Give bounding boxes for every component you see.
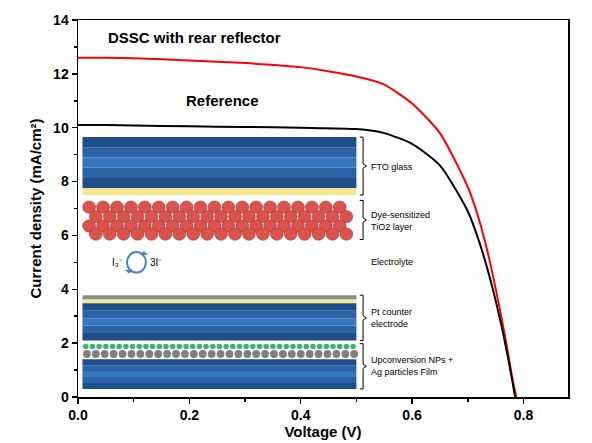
- svg-text:Dye-sensitizedTiO2 layer: Dye-sensitizedTiO2 layer: [371, 210, 430, 232]
- svg-text:FTO glass: FTO glass: [371, 162, 413, 172]
- svg-text:0.0: 0.0: [68, 407, 88, 423]
- svg-text:0.2: 0.2: [180, 407, 200, 423]
- svg-text:12: 12: [53, 66, 69, 82]
- svg-text:0: 0: [61, 389, 69, 405]
- svg-text:Current density (mA/cm²): Current density (mA/cm²): [27, 118, 44, 298]
- svg-text:0.4: 0.4: [291, 407, 311, 423]
- svg-text:Upconversion NPs +Ag particles: Upconversion NPs +Ag particles Film: [371, 355, 453, 377]
- svg-text:6: 6: [61, 227, 69, 243]
- svg-text:Electrolyte: Electrolyte: [371, 257, 413, 267]
- svg-text:Reference: Reference: [186, 92, 259, 109]
- svg-text:Pt counterelectrode: Pt counterelectrode: [371, 307, 412, 329]
- svg-text:3I⁻: 3I⁻: [150, 257, 162, 268]
- svg-text:4: 4: [61, 281, 69, 297]
- svg-text:10: 10: [53, 120, 69, 136]
- svg-text:Voltage (V): Voltage (V): [284, 423, 361, 440]
- svg-text:I₃⁻: I₃⁻: [112, 257, 123, 268]
- svg-text:8: 8: [61, 173, 69, 189]
- svg-text:DSSC with rear reflector: DSSC with rear reflector: [108, 29, 281, 46]
- svg-text:2: 2: [61, 335, 69, 351]
- svg-text:14: 14: [53, 12, 69, 28]
- svg-text:0.6: 0.6: [402, 407, 422, 423]
- svg-text:0.8: 0.8: [514, 407, 534, 423]
